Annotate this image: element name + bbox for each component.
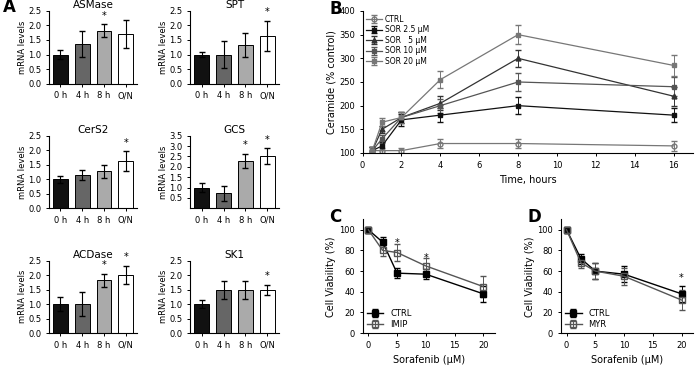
Bar (195, 304, 209, 333)
X-axis label: Sorafenib (μM): Sorafenib (μM) (393, 355, 465, 365)
Y-axis label: mRNA levels: mRNA levels (18, 20, 27, 74)
Y-axis label: mRNA levels: mRNA levels (18, 270, 27, 324)
Bar (75, 44, 90, 83)
Text: *: * (243, 140, 248, 150)
Bar (75, 304, 90, 333)
Legend: CTRL, SOR 2.5 μM, SOR   5 μM, SOR 10 μM, SOR 20 μM: CTRL, SOR 2.5 μM, SOR 5 μM, SOR 10 μM, S… (366, 15, 429, 66)
Bar (97, 280, 111, 333)
Text: *: * (424, 253, 428, 263)
Text: *: * (265, 271, 270, 281)
Bar (238, 45, 253, 83)
X-axis label: Time, hours: Time, hours (499, 175, 556, 185)
Text: *: * (123, 138, 128, 147)
Bar (260, 36, 274, 83)
Text: C: C (330, 208, 342, 226)
Y-axis label: Cell Viability (%): Cell Viability (%) (326, 236, 337, 317)
Bar (238, 161, 253, 208)
Y-axis label: mRNA levels: mRNA levels (159, 145, 168, 199)
Bar (97, 171, 111, 208)
Bar (118, 275, 133, 333)
Title: CerS2: CerS2 (78, 125, 108, 135)
Bar (53, 304, 68, 333)
Text: A: A (3, 0, 16, 16)
Bar (75, 175, 90, 208)
Text: *: * (102, 11, 106, 21)
Legend: CTRL, MYR: CTRL, MYR (565, 309, 610, 329)
Bar (216, 193, 231, 208)
X-axis label: Sorafenib (μM): Sorafenib (μM) (591, 355, 663, 365)
Bar (260, 290, 274, 333)
Legend: CTRL, IMIP: CTRL, IMIP (367, 309, 412, 329)
Y-axis label: Cell Viability (%): Cell Viability (%) (525, 236, 535, 317)
Bar (97, 31, 111, 83)
Text: *: * (123, 252, 128, 262)
Bar (216, 55, 231, 83)
Y-axis label: mRNA levels: mRNA levels (159, 20, 168, 74)
Text: *: * (679, 273, 684, 284)
Bar (118, 34, 133, 83)
Title: GCS: GCS (223, 125, 246, 135)
Bar (238, 290, 253, 333)
Title: ACDase: ACDase (73, 250, 113, 260)
Text: *: * (395, 238, 400, 249)
Bar (195, 55, 209, 83)
Y-axis label: mRNA levels: mRNA levels (18, 145, 27, 199)
Text: *: * (265, 135, 270, 145)
Title: SPT: SPT (225, 0, 244, 10)
Text: *: * (265, 7, 270, 17)
Text: *: * (102, 260, 106, 270)
Bar (53, 55, 68, 83)
Bar (53, 179, 68, 208)
Title: ASMase: ASMase (73, 0, 113, 10)
Text: D: D (528, 208, 542, 226)
Bar (118, 161, 133, 208)
Text: B: B (330, 0, 342, 18)
Bar (260, 156, 274, 208)
Title: SK1: SK1 (225, 250, 244, 260)
Bar (216, 290, 231, 333)
Y-axis label: mRNA levels: mRNA levels (159, 270, 168, 324)
Y-axis label: Ceramide (% control): Ceramide (% control) (326, 30, 336, 134)
Bar (195, 187, 209, 208)
